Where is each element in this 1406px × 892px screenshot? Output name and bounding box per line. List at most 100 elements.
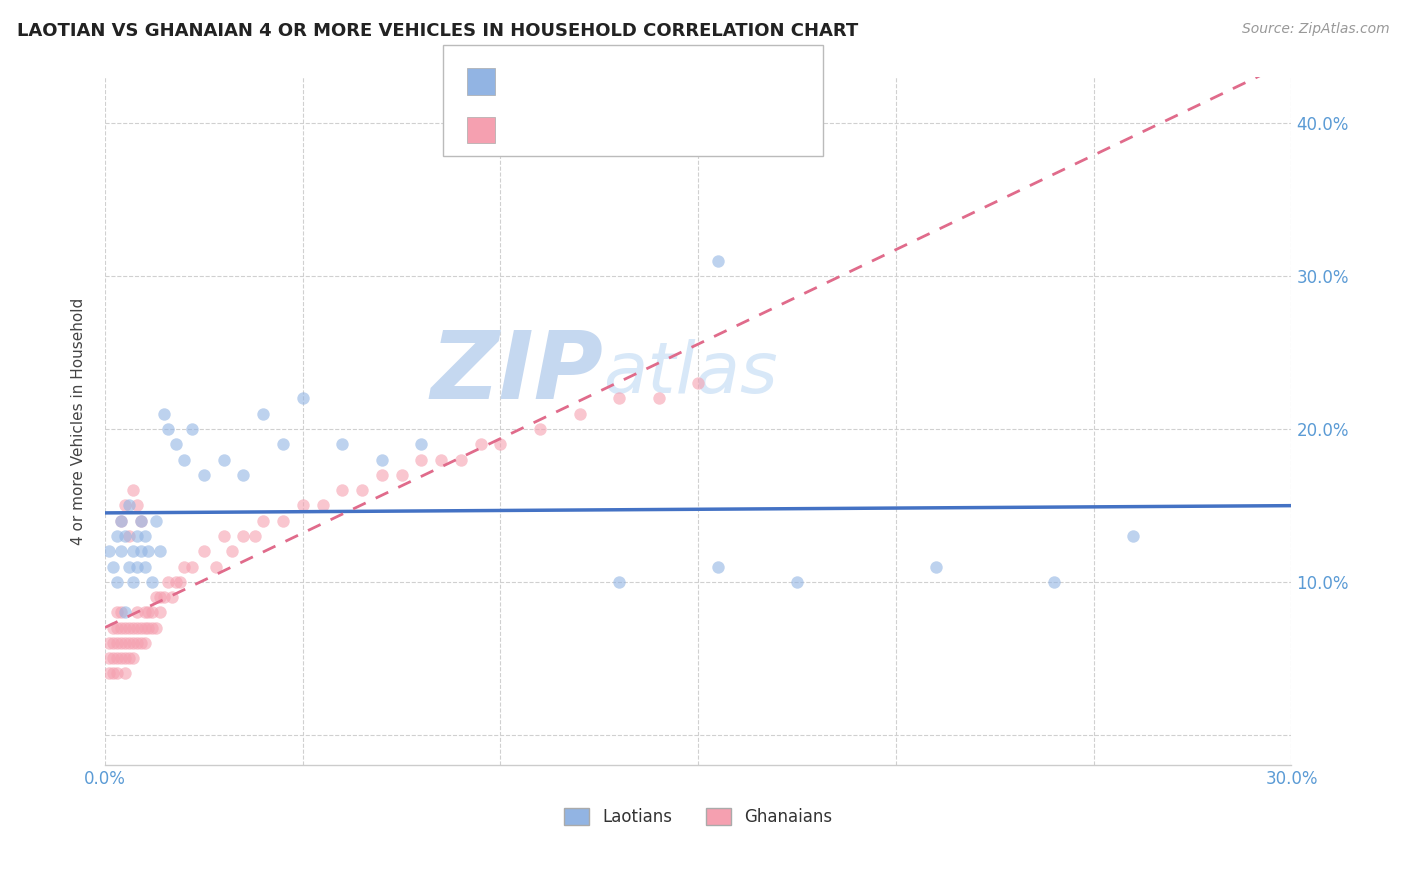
Point [129, 514, 152, 528]
Point [105, 666, 128, 681]
Point [114, 529, 136, 543]
Point [125, 636, 148, 650]
Point [97, 544, 120, 558]
Legend: Laotians, Ghanaians: Laotians, Ghanaians [558, 801, 839, 832]
Point [114, 651, 136, 665]
Point [707, 559, 730, 574]
Point [141, 621, 163, 635]
Point [114, 605, 136, 619]
Point [110, 514, 132, 528]
Point [114, 636, 136, 650]
Point [134, 621, 156, 635]
Point [134, 529, 156, 543]
Point [204, 559, 226, 574]
Point [157, 422, 180, 436]
Point [160, 590, 183, 604]
Point [252, 514, 274, 528]
Point [118, 529, 141, 543]
Point [118, 499, 141, 513]
Point [97, 666, 120, 681]
Point [110, 605, 132, 619]
Text: N = 79: N = 79 [678, 117, 741, 135]
Point [118, 636, 141, 650]
Point [252, 407, 274, 421]
Point [125, 559, 148, 574]
Point [110, 544, 132, 558]
Point [1122, 529, 1144, 543]
Point [138, 544, 160, 558]
Point [149, 590, 172, 604]
Point [138, 621, 160, 635]
Point [411, 452, 433, 467]
Point [129, 544, 152, 558]
Y-axis label: 4 or more Vehicles in Household: 4 or more Vehicles in Household [72, 298, 86, 545]
Point [105, 574, 128, 589]
Point [786, 574, 808, 589]
Point [157, 574, 180, 589]
Point [134, 636, 156, 650]
Point [118, 621, 141, 635]
Point [97, 636, 120, 650]
Point [121, 621, 143, 635]
Point [181, 422, 204, 436]
Point [101, 651, 124, 665]
Point [134, 559, 156, 574]
Point [1043, 574, 1066, 589]
Point [232, 467, 254, 482]
Point [125, 605, 148, 619]
Point [129, 621, 152, 635]
Point [97, 651, 120, 665]
Text: LAOTIAN VS GHANAIAN 4 OR MORE VEHICLES IN HOUSEHOLD CORRELATION CHART: LAOTIAN VS GHANAIAN 4 OR MORE VEHICLES I… [17, 22, 858, 40]
Point [707, 253, 730, 268]
Point [145, 590, 167, 604]
Point [129, 636, 152, 650]
Point [134, 605, 156, 619]
Text: atlas: atlas [603, 339, 778, 408]
Point [330, 483, 353, 497]
Point [145, 621, 167, 635]
Point [101, 621, 124, 635]
Point [114, 666, 136, 681]
Text: R = 0.062: R = 0.062 [506, 69, 596, 87]
Text: N = 43: N = 43 [678, 69, 741, 87]
Point [138, 605, 160, 619]
Point [291, 499, 314, 513]
Point [114, 621, 136, 635]
Point [149, 605, 172, 619]
Point [125, 499, 148, 513]
Point [105, 651, 128, 665]
Point [125, 621, 148, 635]
Point [101, 636, 124, 650]
Point [193, 467, 215, 482]
Point [118, 651, 141, 665]
Point [450, 452, 472, 467]
Point [165, 574, 187, 589]
Point [141, 574, 163, 589]
Point [121, 636, 143, 650]
Point [352, 483, 374, 497]
Point [110, 651, 132, 665]
Point [212, 529, 235, 543]
Point [165, 437, 187, 451]
Point [181, 559, 204, 574]
Text: ZIP: ZIP [430, 327, 603, 419]
Point [121, 544, 143, 558]
Point [105, 529, 128, 543]
Point [371, 467, 394, 482]
Point [232, 529, 254, 543]
Text: R = 0.248: R = 0.248 [506, 117, 596, 135]
Point [145, 514, 167, 528]
Point [153, 590, 176, 604]
Point [489, 437, 512, 451]
Point [647, 392, 669, 406]
Point [121, 574, 143, 589]
Point [121, 651, 143, 665]
Point [330, 437, 353, 451]
Point [105, 605, 128, 619]
Point [121, 483, 143, 497]
Point [688, 376, 710, 390]
Point [391, 467, 413, 482]
Point [101, 559, 124, 574]
Point [125, 529, 148, 543]
Point [221, 544, 243, 558]
